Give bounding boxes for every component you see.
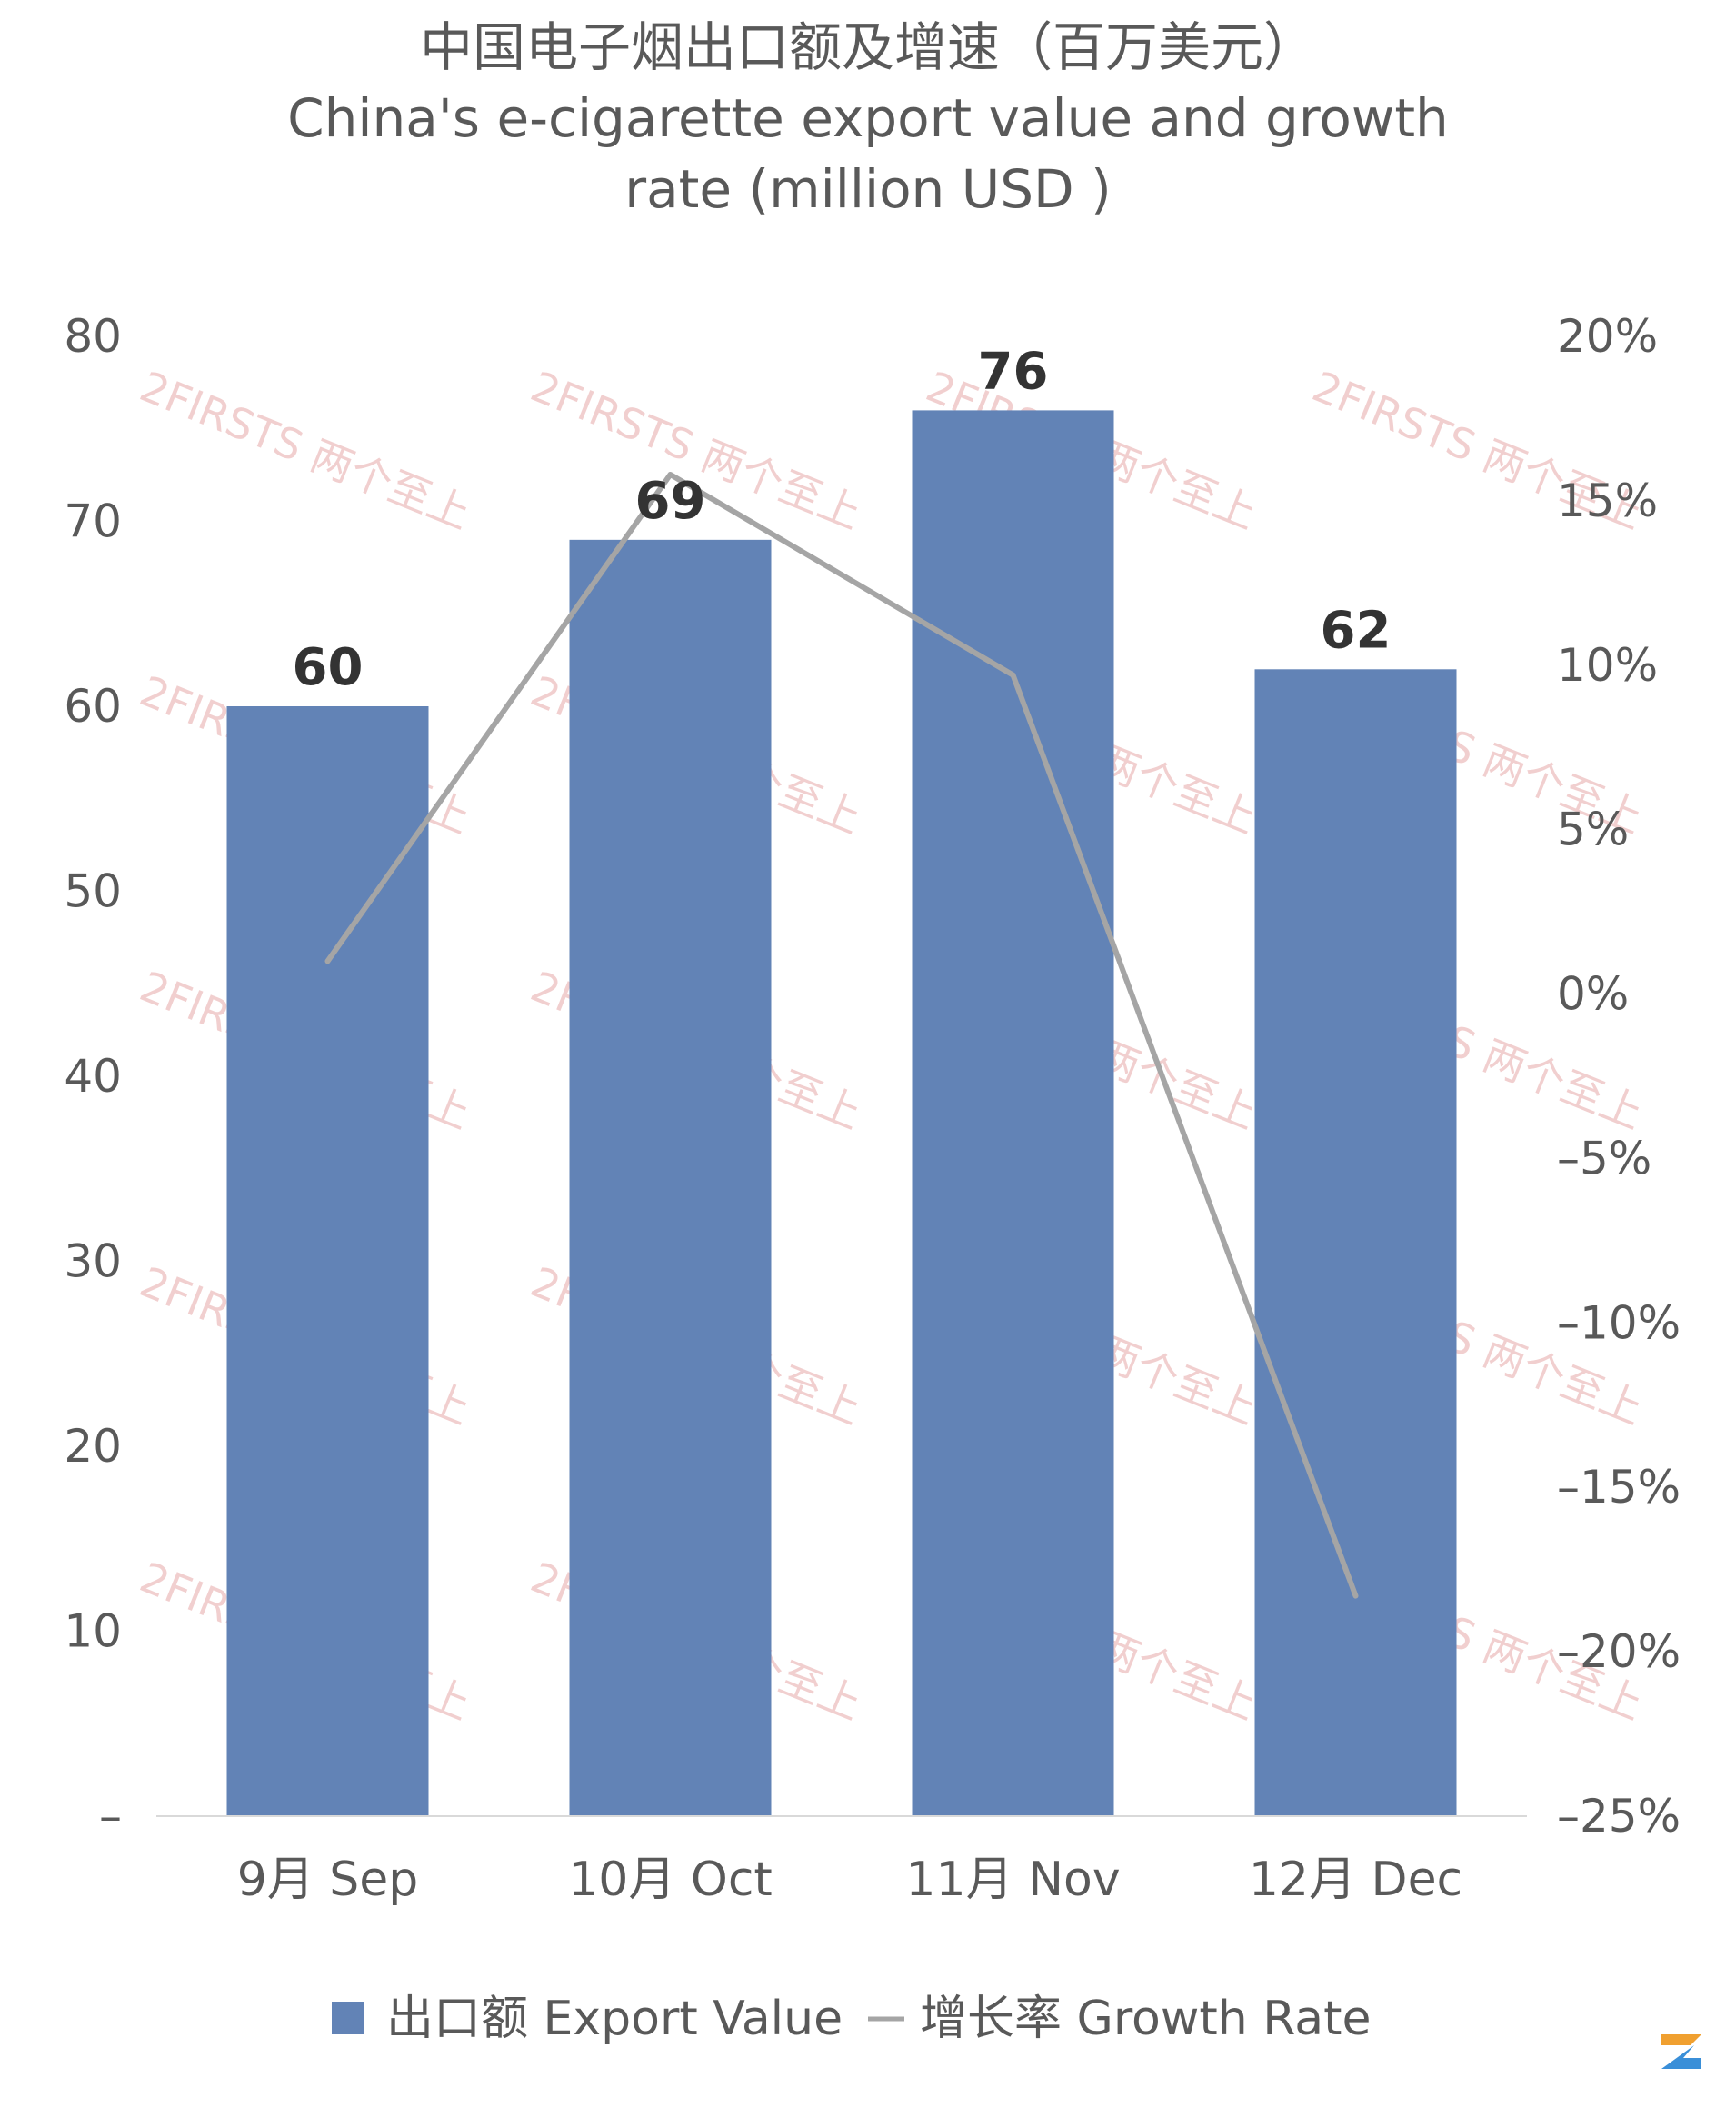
chart-title-line-1: 中国电子烟出口额及增速（百万美元） <box>420 16 1316 78</box>
right-tick-label: 15% <box>1557 475 1658 527</box>
bar-data-label-3: 62 <box>1321 601 1392 660</box>
right-tick-label: 20% <box>1557 310 1658 363</box>
chart-title-line-2: China's e-cigarette export value and gro… <box>287 87 1449 149</box>
chart-title-line-3: rate (million USD ) <box>624 158 1112 220</box>
left-tick-label: 40 <box>64 1050 122 1103</box>
right-tick-label: –5% <box>1557 1132 1651 1184</box>
right-tick-label: –15% <box>1557 1461 1681 1514</box>
right-tick-label: –25% <box>1557 1790 1681 1843</box>
legend: 出口额 Export Value 增长率 Growth Rate <box>332 1992 1372 2046</box>
growth-rate-point-3 <box>1354 1594 1357 1597</box>
right-tick-label: 10% <box>1557 639 1658 692</box>
left-tick-label: 50 <box>64 865 122 918</box>
bar-series <box>226 410 1457 1816</box>
growth-rate-point-2 <box>1012 674 1014 676</box>
bar-data-label-0: 60 <box>293 638 364 697</box>
watermark-text-0: 2FIRSTS 两个至上 <box>134 362 477 539</box>
bar-1 <box>569 539 772 1816</box>
growth-rate-point-1 <box>669 473 672 475</box>
left-tick-label: 60 <box>64 680 122 733</box>
x-axis: 9月 Sep 10月 Oct 11月 Nov 12月 Dec <box>237 1853 1462 1907</box>
legend-label-growth-rate: 增长率 Growth Rate <box>920 1992 1372 2046</box>
x-tick-label-1: 10月 Oct <box>568 1853 773 1907</box>
corner-logo-icon <box>1656 2029 1707 2080</box>
legend-swatch-export-value <box>332 2002 364 2034</box>
left-tick-label: 20 <box>64 1420 122 1473</box>
bar-2 <box>912 410 1114 1816</box>
bar-3 <box>1254 669 1457 1816</box>
left-tick-label: 10 <box>64 1605 122 1658</box>
right-tick-label: 5% <box>1557 804 1629 856</box>
right-tick-label: 0% <box>1557 968 1629 1021</box>
right-axis: –25% –20% –15% –10% –5% 0% 5% 10% 15% 20% <box>1557 310 1681 1843</box>
bar-data-label-1: 69 <box>635 472 706 531</box>
line-series <box>324 471 1359 1599</box>
legend-label-export-value: 出口额 Export Value <box>386 1992 843 2046</box>
bar-0 <box>226 706 429 1816</box>
x-tick-label-2: 11月 Nov <box>905 1853 1120 1907</box>
left-tick-label: 80 <box>64 310 122 363</box>
chart-title: 中国电子烟出口额及增速（百万美元） China's e-cigarette ex… <box>287 16 1449 220</box>
right-tick-label: –10% <box>1557 1296 1681 1349</box>
growth-rate-point-0 <box>326 960 329 963</box>
growth-rate-line <box>324 471 1359 1599</box>
x-tick-label-0: 9月 Sep <box>237 1853 419 1907</box>
left-tick-label: 70 <box>64 495 122 548</box>
left-axis: – 10 20 30 40 50 60 70 80 <box>64 310 122 1843</box>
left-tick-label: 30 <box>64 1235 122 1288</box>
data-labels: 60 69 76 62 <box>293 342 1392 697</box>
right-tick-label: –20% <box>1557 1625 1681 1678</box>
left-tick-label: – <box>99 1790 122 1843</box>
bar-data-label-2: 76 <box>978 342 1049 401</box>
x-tick-label-3: 12月 Dec <box>1249 1853 1462 1907</box>
